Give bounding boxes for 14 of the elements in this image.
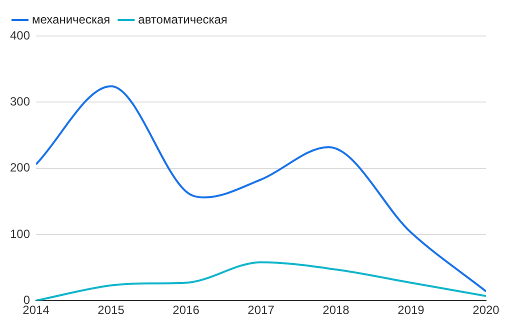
x-tick-label: 2016	[172, 303, 200, 318]
line-series	[36, 85, 486, 292]
x-tick-label: 2018	[322, 303, 350, 318]
y-tick-label: 300	[10, 94, 30, 108]
legend-label: автоматическая	[138, 12, 228, 26]
y-tick-label: 400	[10, 28, 30, 42]
y-tick-label: 200	[10, 160, 30, 175]
x-tick-label: 2015	[98, 303, 125, 318]
x-tick-label: 2020	[472, 303, 500, 318]
legend-label: механическая	[32, 12, 110, 26]
y-tick-label: 100	[10, 226, 30, 241]
x-tick-label: 2017	[248, 303, 275, 318]
x-tick-label: 2019	[398, 303, 425, 318]
line-series	[36, 261, 486, 301]
